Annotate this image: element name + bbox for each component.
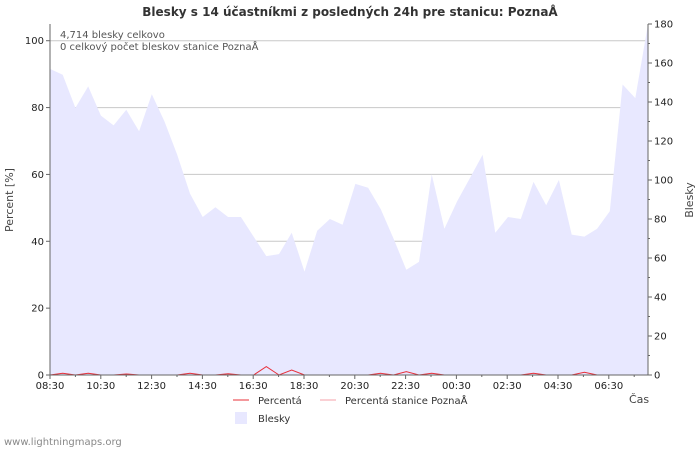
footer-credit: www.lightningmaps.org	[4, 437, 122, 448]
info-station: 0 celkový počet bleskov stanice PoznaÅ	[60, 40, 259, 53]
legend-label-percent: Percentá	[258, 395, 302, 407]
info-total: 4,714 blesky celkovo	[60, 30, 165, 41]
legend-label-station: Percentá stanice PoznaÅ	[345, 394, 468, 407]
x-axis-label: Čas	[629, 393, 649, 406]
x-tick-label: 16:30	[239, 381, 268, 392]
y-right-tick-label: 20	[654, 332, 667, 343]
x-tick-label: 20:30	[340, 381, 369, 392]
x-tick-label: 06:30	[594, 381, 623, 392]
y-right-tick-label: 120	[654, 137, 673, 148]
x-tick-label: 00:30	[442, 381, 471, 392]
blesky-area	[50, 24, 648, 375]
legend-swatch-blesky	[235, 412, 247, 424]
y-left-tick-label: 20	[31, 304, 44, 315]
y-left-tick-label: 100	[25, 36, 44, 47]
x-tick-labels: 08:30 10:30 12:30 14:30 16:30 18:30 20:30 22:30…	[36, 375, 635, 392]
y-right-tick-label: 100	[654, 176, 673, 187]
y-left-tick-label: 0	[38, 371, 44, 382]
x-tick-label: 08:30	[36, 381, 65, 392]
y-right-tick-label: 160	[654, 59, 673, 70]
x-tick-label: 22:30	[391, 381, 420, 392]
y-right-tick-label: 60	[654, 254, 667, 265]
x-tick-label: 18:30	[290, 381, 319, 392]
chart-title: Blesky s 14 účastníkmi z posledných 24h …	[142, 4, 558, 19]
x-tick-label: 04:30	[544, 381, 573, 392]
y-right-tick-label: 180	[654, 20, 673, 31]
y-right-tick-label: 80	[654, 215, 667, 226]
x-tick-label: 10:30	[86, 381, 115, 392]
legend: Percentá Percentá stanice PoznaÅ Blesky	[233, 394, 468, 425]
y-left-tick-labels: 0 20 40 60 80 100	[25, 36, 50, 382]
y-left-tick-label: 80	[31, 103, 44, 114]
y-right-tick-label: 0	[654, 371, 660, 382]
y-right-label: Blesky	[683, 182, 696, 218]
x-tick-label: 14:30	[188, 381, 217, 392]
y-right-tick-label: 140	[654, 98, 673, 109]
legend-label-blesky: Blesky	[258, 414, 290, 425]
y-right-tick-labels: 0 20 40 60 80 100 120 140 160 180	[648, 20, 673, 382]
y-left-tick-label: 60	[31, 170, 44, 181]
y-left-label: Percent [%]	[3, 168, 16, 232]
x-tick-label: 02:30	[493, 381, 522, 392]
y-left-tick-label: 40	[31, 237, 44, 248]
x-tick-label: 12:30	[137, 381, 166, 392]
y-right-tick-label: 40	[654, 293, 667, 304]
